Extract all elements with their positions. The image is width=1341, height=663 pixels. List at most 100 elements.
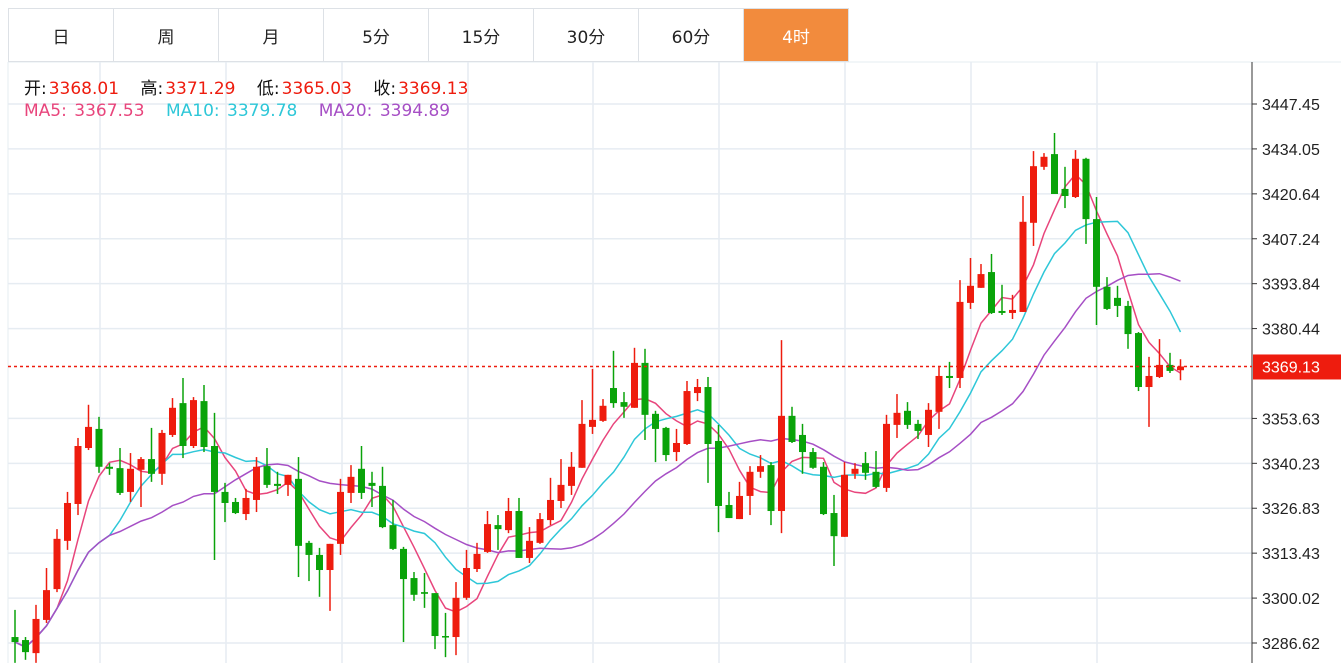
candle <box>85 404 92 451</box>
candle <box>232 497 239 515</box>
candle-body <box>862 463 869 473</box>
candle-body <box>337 491 344 544</box>
candle <box>442 612 449 658</box>
candle <box>64 491 71 550</box>
tab-15min[interactable]: 15分 <box>429 9 534 61</box>
candle-body <box>757 466 764 472</box>
candle-body <box>1156 364 1163 377</box>
candle-body <box>904 410 911 425</box>
tab-week[interactable]: 周 <box>114 9 219 61</box>
price-tick-label: 3300.02 <box>1262 591 1320 608</box>
candle <box>53 529 61 593</box>
candle-body <box>421 592 428 594</box>
candle-body <box>547 499 554 521</box>
candle-body <box>190 400 197 447</box>
high-value: 3371.29 <box>165 79 236 99</box>
candle <box>274 471 281 494</box>
low-label: 低: <box>256 79 280 99</box>
candle <box>641 348 649 440</box>
candle <box>494 515 502 550</box>
candle-body <box>799 434 806 453</box>
candle-body <box>148 459 155 474</box>
candle <box>526 527 533 563</box>
tab-60min[interactable]: 60分 <box>639 9 744 61</box>
current-price-label: 3369.13 <box>1262 359 1320 376</box>
candle-body <box>368 482 376 486</box>
candle-body <box>946 375 953 378</box>
candle-body <box>578 423 586 468</box>
price-tick-label: 3340.23 <box>1262 456 1320 473</box>
candle-body <box>841 474 848 537</box>
tab-30min[interactable]: 30分 <box>534 9 639 61</box>
ma10-line <box>14 220 1182 648</box>
ohlc-readout: 开: 3368.01 高: 3371.29 低: 3365.03 收: 3369.13 <box>24 74 484 99</box>
candle <box>473 542 481 573</box>
candle-body <box>494 525 502 530</box>
ma20-label: MA20: <box>318 101 373 121</box>
candle <box>977 264 985 288</box>
candle-body <box>179 403 187 447</box>
tab-day[interactable]: 日 <box>9 9 114 61</box>
candle-body <box>893 412 901 425</box>
candle <box>683 380 691 446</box>
candle-body <box>32 618 40 654</box>
candle-body <box>662 427 670 456</box>
candle <box>557 459 565 509</box>
candle <box>757 455 764 478</box>
candle <box>547 477 554 526</box>
price-tick-label: 3407.24 <box>1262 232 1320 249</box>
price-tick-label: 3286.62 <box>1262 636 1320 653</box>
candle <box>788 406 796 443</box>
candles <box>11 132 1184 663</box>
candle-body <box>137 459 145 470</box>
candle <box>295 457 302 578</box>
candle <box>809 448 817 469</box>
candle <box>179 377 187 459</box>
candle <box>1093 197 1100 326</box>
candle <box>1061 166 1069 209</box>
candle-body <box>53 538 61 590</box>
candle-body <box>242 497 250 515</box>
candle <box>704 376 712 483</box>
candle-body <box>116 468 124 493</box>
price-tick-label: 3447.45 <box>1262 97 1320 114</box>
candle <box>190 397 197 449</box>
candle <box>43 567 50 623</box>
candle <box>106 463 113 475</box>
candle <box>904 402 911 429</box>
ma10-label: MA10: <box>165 101 220 121</box>
candle <box>1166 352 1174 373</box>
candle <box>725 491 733 519</box>
candle-body <box>1061 188 1069 196</box>
candle <box>452 582 460 656</box>
candle <box>421 573 428 608</box>
candle <box>11 609 19 663</box>
candle-body <box>1093 219 1100 287</box>
candle <box>410 572 418 601</box>
candle <box>998 284 1006 315</box>
candle <box>379 466 386 529</box>
open-label: 开: <box>24 79 47 99</box>
candle-body <box>515 511 523 558</box>
candle-body <box>830 513 838 537</box>
period-tabs: 日 周 月 5分 15分 30分 60分 4时 <box>8 8 849 62</box>
candle-body <box>169 407 176 435</box>
tab-4hour[interactable]: 4时 <box>744 9 849 61</box>
candle-body <box>127 468 134 492</box>
candle-body <box>22 640 29 653</box>
tab-5min[interactable]: 5分 <box>324 9 429 61</box>
candle <box>946 361 953 389</box>
tab-month[interactable]: 月 <box>219 9 324 61</box>
candle <box>32 604 40 663</box>
candle-body <box>410 578 418 595</box>
candle <box>158 429 166 485</box>
candle-body <box>599 405 607 421</box>
candle <box>568 452 575 495</box>
candle-body <box>442 636 449 638</box>
candle-body <box>767 465 775 512</box>
candle <box>1082 157 1090 244</box>
candle <box>1072 150 1079 199</box>
candle <box>74 437 82 516</box>
candle-body <box>1145 375 1153 388</box>
